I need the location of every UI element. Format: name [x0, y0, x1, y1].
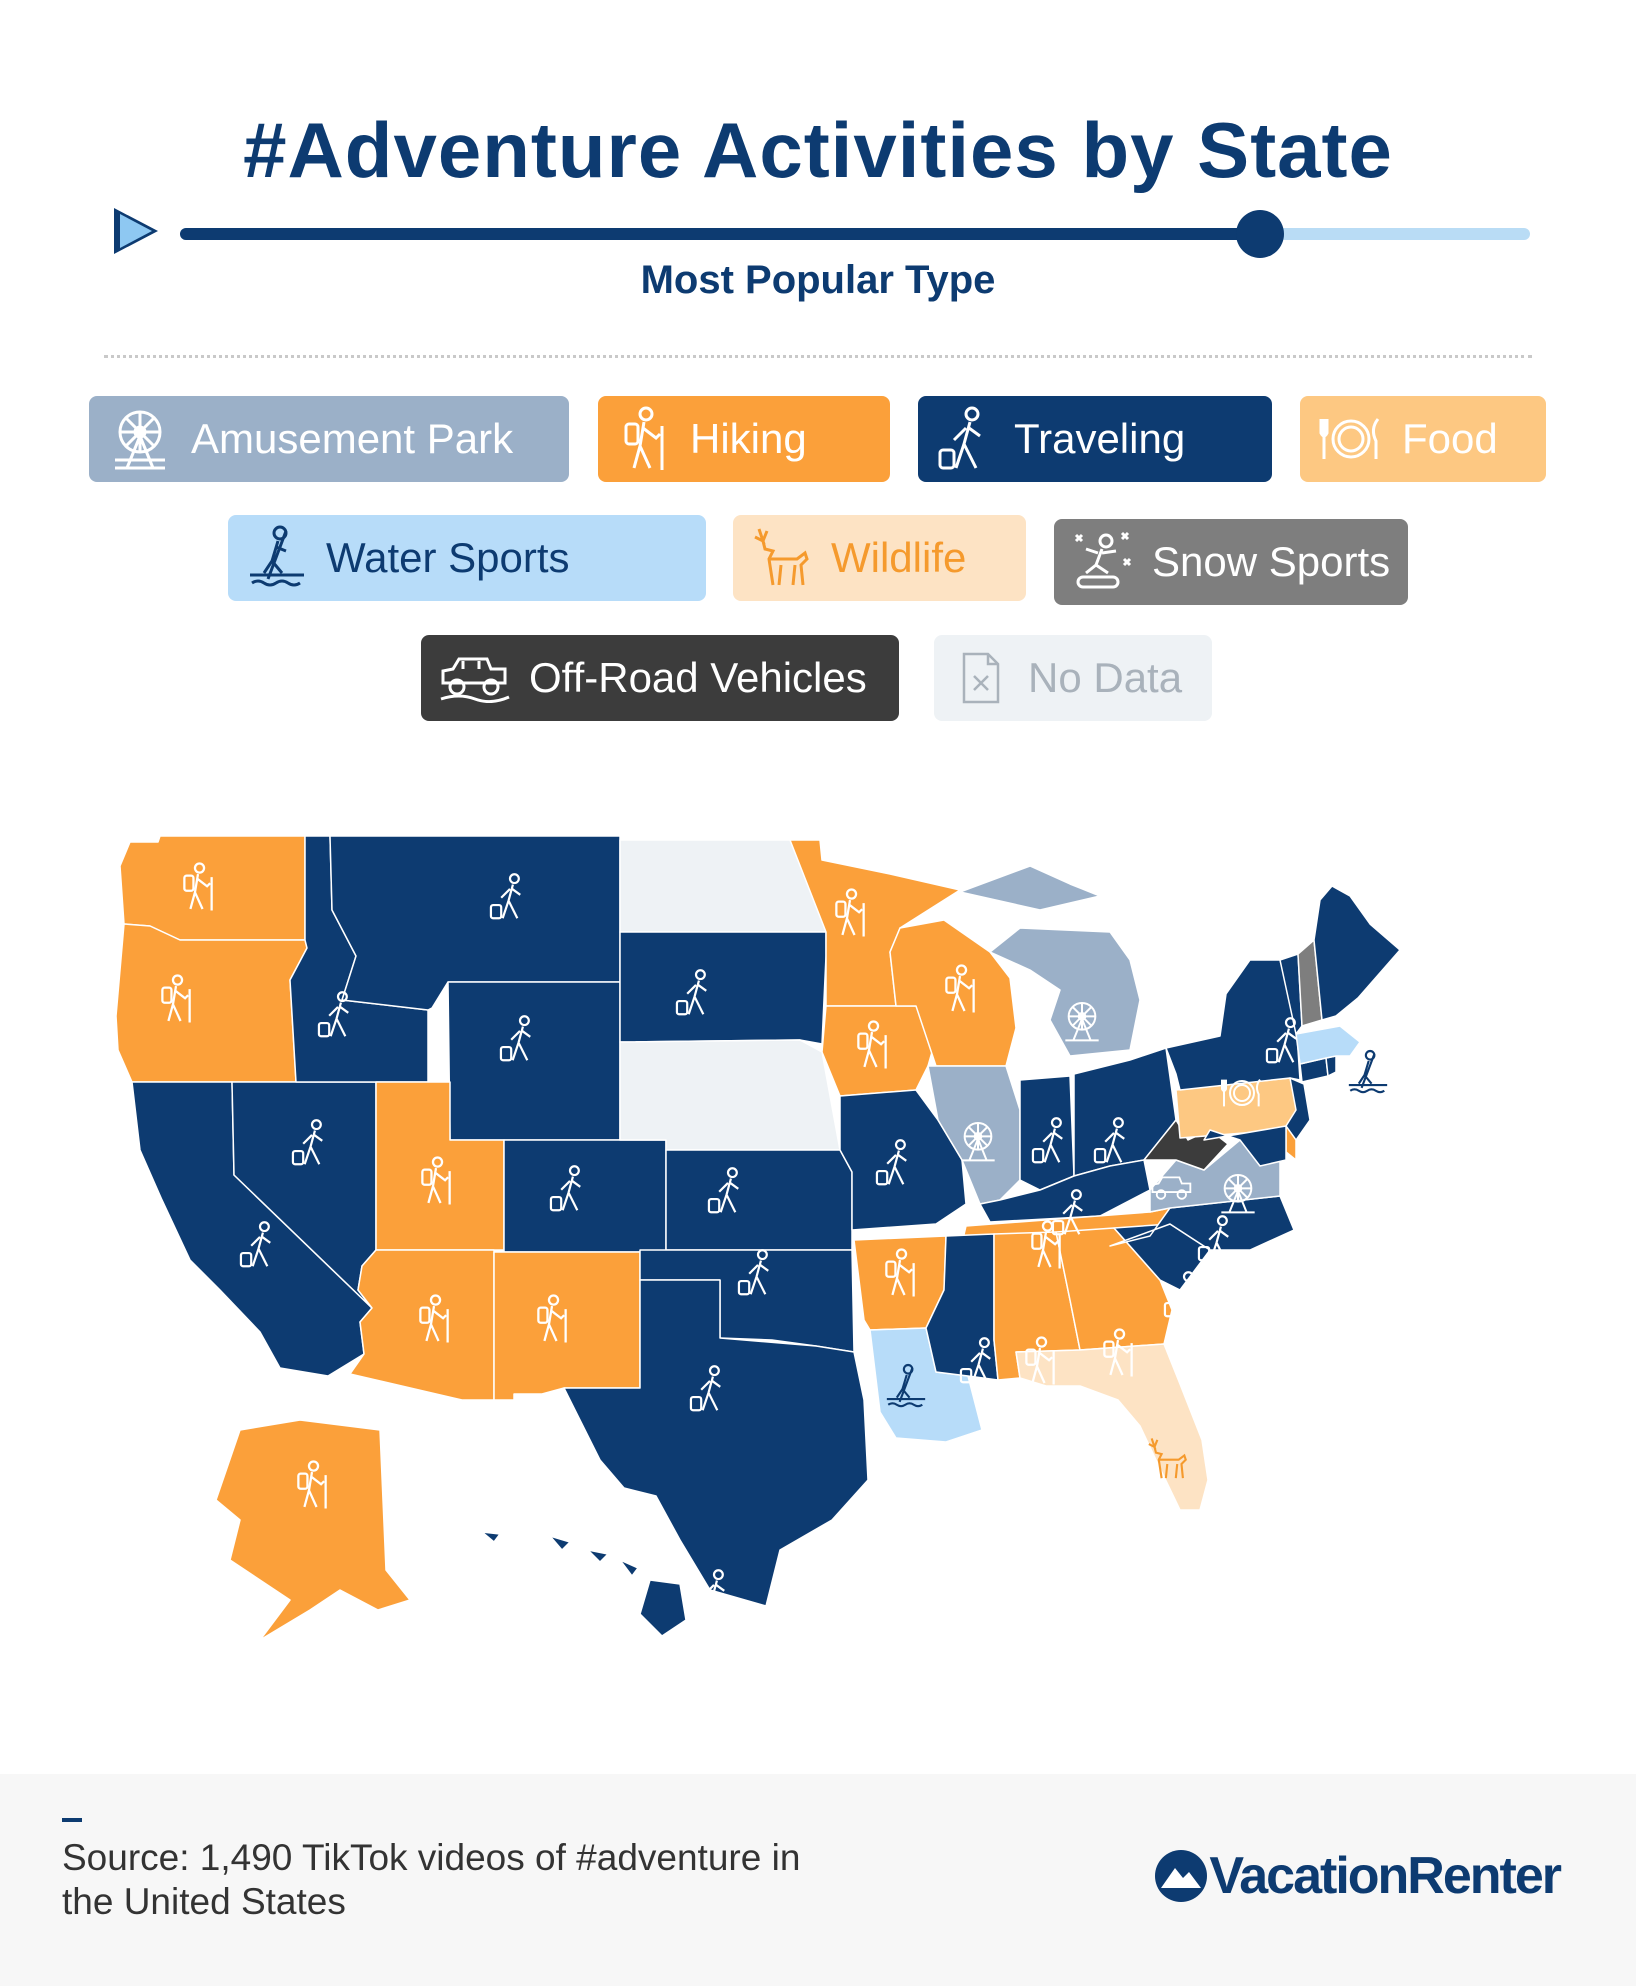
source-note: Source: 1,490 TikTok videos of #adventur…	[62, 1837, 801, 1922]
page-title: #Adventure Activities by State	[243, 106, 1393, 194]
state-hi	[481, 1531, 687, 1637]
timeline-knob[interactable]	[1236, 210, 1284, 258]
state-ri	[1325, 1055, 1337, 1077]
play-icon[interactable]	[104, 200, 164, 262]
state-ky	[979, 1159, 1151, 1223]
state-icon-me	[1437, 929, 1470, 976]
state-ma	[1295, 1025, 1361, 1065]
legend-wildlife: Wildlife	[733, 515, 1026, 601]
legend-off-road-vehicles: Off-Road Vehicles	[421, 635, 899, 721]
mountain-logo-icon	[1155, 1850, 1208, 1902]
state-mo	[839, 1089, 967, 1231]
ferris-wheel-icon	[115, 410, 165, 470]
legend-label: Food	[1402, 415, 1498, 462]
jeep-icon	[440, 657, 510, 703]
legend-food: Food	[1300, 396, 1546, 482]
legend-water-sports: Water Sports	[228, 515, 706, 601]
state-co	[503, 1139, 667, 1253]
legend-hiking: Hiking	[598, 396, 890, 482]
footer: Source: 1,490 TikTok videos of #adventur…	[0, 1774, 1636, 1986]
state-icon-nh	[1369, 996, 1400, 1036]
snowboard-icon	[1074, 531, 1132, 589]
state-ak	[215, 1419, 411, 1641]
state-in	[1019, 1075, 1075, 1191]
us-map	[115, 835, 1470, 1641]
legend-label: Snow Sports	[1152, 538, 1391, 585]
hiker-icon	[624, 406, 664, 470]
state-az	[349, 1249, 495, 1401]
legend-amusement-park: Amusement Park	[89, 396, 569, 482]
paddleboard-icon	[250, 525, 304, 587]
state-icon-ma	[1347, 1049, 1389, 1094]
footer-accent	[62, 1818, 82, 1822]
legend-no-data: No Data	[934, 635, 1212, 721]
state-tx	[563, 1279, 869, 1607]
brand-logo: VacationRenter	[1153, 1846, 1562, 1906]
state-ny	[1165, 959, 1301, 1091]
state-ks	[665, 1149, 853, 1251]
brand-name: VacationRenter	[1209, 1847, 1562, 1905]
state-md	[1203, 1125, 1287, 1167]
plate-icon	[1319, 418, 1380, 459]
state-icon-nj	[1331, 1147, 1364, 1194]
timeline-label: Most Popular Type	[640, 258, 996, 302]
legend-label: Hiking	[690, 415, 807, 462]
traveler-icon	[938, 406, 981, 470]
legend-label: Traveling	[1014, 415, 1186, 462]
state-me	[1313, 885, 1401, 1021]
legend-label: Off-Road Vehicles	[529, 654, 867, 701]
state-nc	[1109, 1195, 1295, 1251]
no-data-icon	[962, 652, 1000, 704]
timeline-progress	[180, 228, 1260, 240]
legend-label: Amusement Park	[191, 415, 514, 462]
state-or	[115, 923, 308, 1083]
timeline-slider[interactable]	[180, 210, 1530, 258]
legend-snow-sports: Snow Sports	[1054, 519, 1408, 605]
legend-label: Water Sports	[326, 534, 570, 581]
state-icon-de	[1395, 1100, 1425, 1150]
divider	[104, 355, 1532, 358]
state-icon-md	[1309, 1187, 1342, 1234]
state-wy	[447, 981, 621, 1141]
state-sd	[619, 931, 827, 1045]
deer-icon	[754, 528, 809, 586]
legend-traveling: Traveling	[918, 396, 1272, 482]
legend-label: Wildlife	[831, 534, 967, 581]
state-fl	[1015, 1343, 1209, 1511]
state-ne	[619, 1039, 841, 1151]
legend-label: No Data	[1028, 654, 1183, 701]
state-ia	[821, 1005, 937, 1097]
state-mi	[959, 865, 1141, 1057]
state-nm	[493, 1251, 641, 1401]
